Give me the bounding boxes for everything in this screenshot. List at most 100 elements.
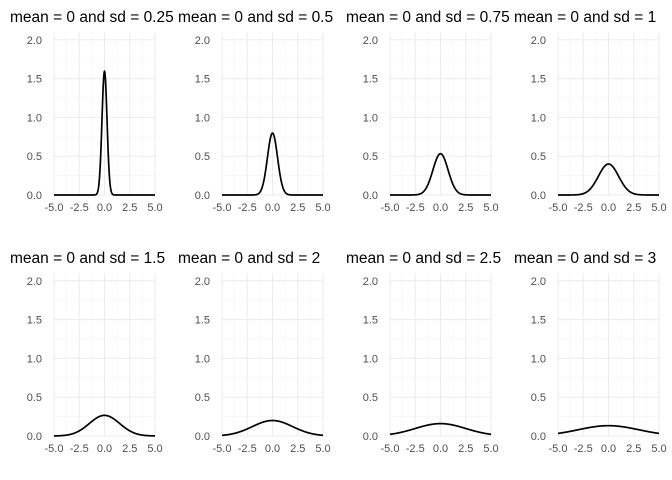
y-tick-label: 1.5	[27, 315, 42, 327]
y-tick-label: 0.0	[363, 190, 378, 202]
x-tick-label: -5.0	[213, 202, 232, 214]
x-tick-label: -5.0	[45, 443, 64, 455]
x-tick-label: 0.0	[433, 443, 448, 455]
x-tick-label: 5.0	[651, 443, 666, 455]
panel-title: mean = 0 and sd = 2	[178, 250, 320, 267]
y-tick-label: 0.5	[195, 392, 210, 404]
x-tick-label: 0.0	[433, 202, 448, 214]
x-tick-label: 2.5	[122, 443, 137, 455]
panel-title: mean = 0 and sd = 3	[514, 250, 656, 267]
x-tick-label: -5.0	[381, 202, 400, 214]
y-tick-label: 0.0	[195, 190, 210, 202]
y-tick-label: 0.5	[195, 151, 210, 163]
y-tick-label: 0.5	[531, 151, 546, 163]
y-tick-label: 0.0	[531, 190, 546, 202]
y-tick-label: 1.0	[195, 353, 210, 365]
y-tick-label: 2.0	[27, 276, 42, 288]
y-tick-label: 0.5	[363, 392, 378, 404]
y-tick-label: 2.0	[531, 35, 546, 47]
y-tick-label: 0.0	[195, 431, 210, 443]
x-tick-label: -2.5	[70, 202, 89, 214]
y-tick-label: 0.5	[531, 392, 546, 404]
x-tick-label: 0.0	[601, 202, 616, 214]
x-tick-label: -5.0	[213, 443, 232, 455]
y-tick-label: 2.0	[363, 35, 378, 47]
y-tick-label: 1.5	[195, 74, 210, 86]
x-tick-label: -2.5	[238, 202, 257, 214]
panel-title: mean = 0 and sd = 1.5	[10, 250, 165, 267]
x-tick-label: 5.0	[315, 443, 330, 455]
density-curve	[53, 70, 156, 196]
x-tick-label: -2.5	[406, 202, 425, 214]
y-tick-label: 1.0	[27, 112, 42, 124]
density-curve	[557, 424, 660, 435]
panel-title: mean = 0 and sd = 0.5	[178, 9, 333, 26]
x-tick-label: -2.5	[574, 202, 593, 214]
facet-panel-1: mean = 0 and sd = 0.25 0.0 0.5 1.0 1.5 2.0 -5.…	[10, 9, 174, 214]
x-tick-label: 5.0	[147, 443, 162, 455]
density-curve	[221, 419, 324, 437]
x-tick-label: 0.0	[265, 443, 280, 455]
y-tick-label: 1.5	[531, 315, 546, 327]
y-tick-label: 1.0	[195, 112, 210, 124]
y-tick-label: 1.5	[195, 315, 210, 327]
x-tick-label: 2.5	[290, 443, 305, 455]
x-tick-label: 5.0	[483, 443, 498, 455]
y-tick-label: 1.5	[363, 315, 378, 327]
x-tick-label: 2.5	[458, 443, 473, 455]
x-tick-label: 0.0	[601, 443, 616, 455]
x-tick-label: -2.5	[574, 443, 593, 455]
x-tick-label: -2.5	[238, 443, 257, 455]
y-tick-label: 2.0	[531, 276, 546, 288]
y-tick-label: 0.0	[27, 431, 42, 443]
y-tick-label: 1.0	[363, 353, 378, 365]
density-curve	[389, 422, 492, 436]
y-tick-label: 1.0	[27, 353, 42, 365]
y-tick-label: 0.0	[363, 431, 378, 443]
x-tick-label: 5.0	[483, 202, 498, 214]
x-tick-label: -2.5	[406, 443, 425, 455]
y-tick-label: 2.0	[27, 35, 42, 47]
y-tick-label: 1.0	[363, 112, 378, 124]
x-tick-label: 2.5	[626, 202, 641, 214]
x-tick-label: 2.5	[122, 202, 137, 214]
facet-panel-4: mean = 0 and sd = 1 0.0 0.5 1.0 1.5 2.0 -5.0 -2…	[514, 9, 667, 214]
x-tick-label: 5.0	[651, 202, 666, 214]
x-tick-label: -5.0	[549, 202, 568, 214]
x-tick-label: 5.0	[147, 202, 162, 214]
y-tick-label: 1.5	[27, 74, 42, 86]
y-tick-label: 1.5	[363, 74, 378, 86]
x-tick-label: 0.0	[97, 202, 112, 214]
facet-panel-8: mean = 0 and sd = 3 0.0 0.5 1.0 1.5 2.0 -5.0 -2…	[514, 250, 667, 455]
x-tick-label: 0.0	[97, 443, 112, 455]
facet-panel-2: mean = 0 and sd = 0.5 0.0 0.5 1.0 1.5 2.0 -5.0…	[178, 9, 333, 214]
facet-panel-3: mean = 0 and sd = 0.75 0.0 0.5 1.0 1.5 2.0 -5.…	[346, 9, 510, 214]
x-tick-label: 0.0	[265, 202, 280, 214]
density-curve	[389, 152, 492, 196]
panel-title: mean = 0 and sd = 1	[514, 9, 656, 26]
density-curve	[53, 414, 156, 437]
y-tick-label: 1.0	[531, 112, 546, 124]
panel-title: mean = 0 and sd = 2.5	[346, 250, 501, 267]
panel-title: mean = 0 and sd = 0.75	[346, 9, 510, 26]
facet-panel-7: mean = 0 and sd = 2.5 0.0 0.5 1.0 1.5 2.0 -5.0…	[346, 250, 501, 455]
density-curve	[557, 163, 660, 196]
density-curve	[221, 132, 324, 196]
y-tick-label: 0.5	[363, 151, 378, 163]
y-tick-label: 2.0	[363, 276, 378, 288]
y-tick-label: 0.0	[531, 431, 546, 443]
y-tick-label: 1.0	[531, 353, 546, 365]
y-tick-label: 1.5	[531, 74, 546, 86]
x-tick-label: 5.0	[315, 202, 330, 214]
y-tick-label: 0.0	[27, 190, 42, 202]
x-tick-label: -5.0	[381, 443, 400, 455]
y-tick-label: 2.0	[195, 35, 210, 47]
x-tick-label: -5.0	[45, 202, 64, 214]
x-tick-label: 2.5	[626, 443, 641, 455]
facet-panel-6: mean = 0 and sd = 2 0.0 0.5 1.0 1.5 2.0 -5.0 -2…	[178, 250, 331, 455]
panel-title: mean = 0 and sd = 0.25	[10, 9, 174, 26]
x-tick-label: -2.5	[70, 443, 89, 455]
y-tick-label: 0.5	[27, 392, 42, 404]
x-tick-label: 2.5	[290, 202, 305, 214]
x-tick-label: -5.0	[549, 443, 568, 455]
